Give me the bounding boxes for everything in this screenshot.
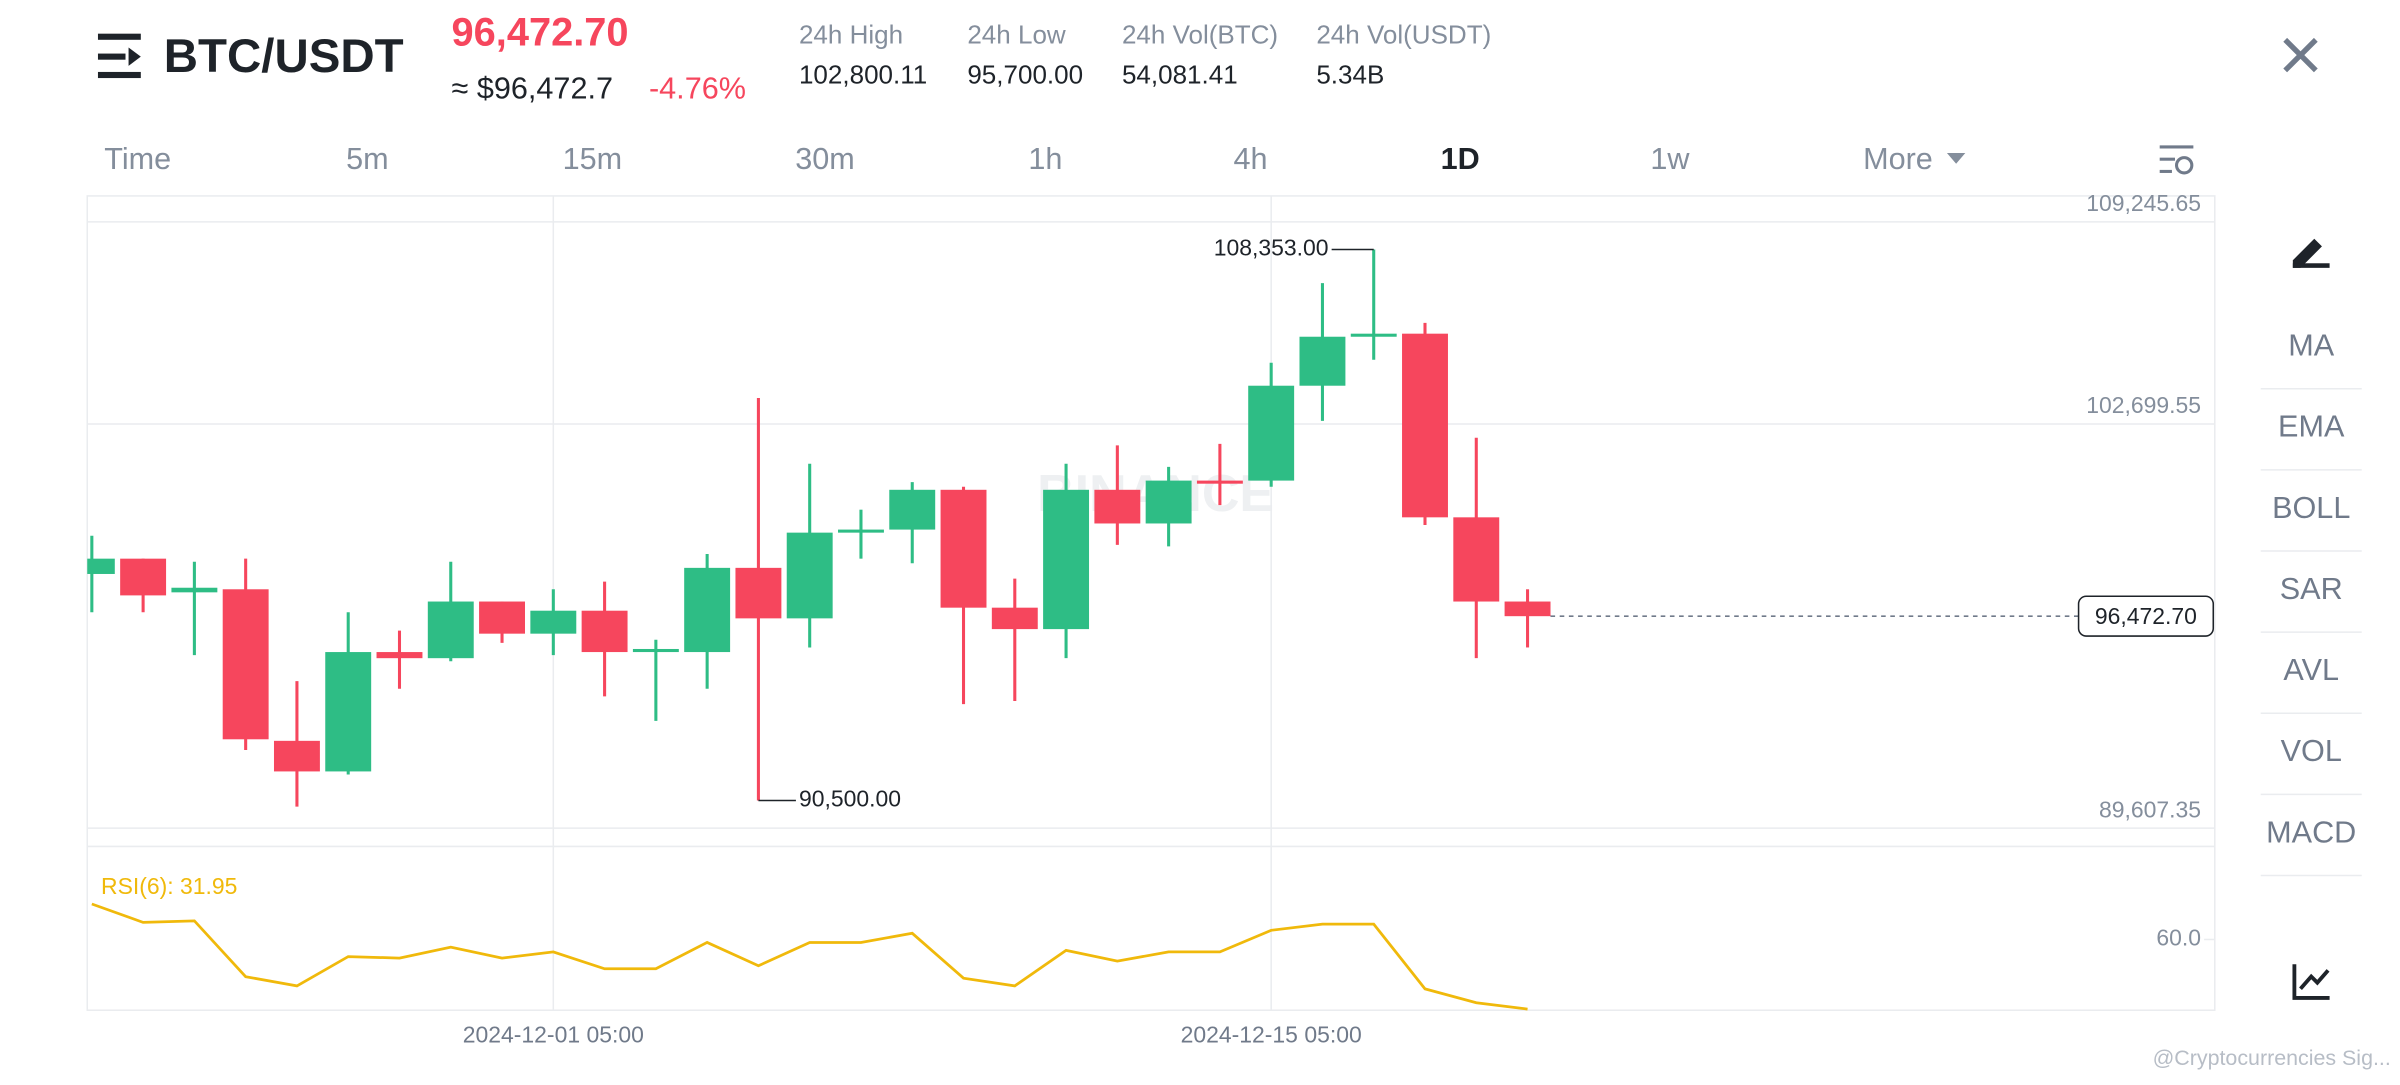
- candle-body: [530, 610, 577, 634]
- timeframe-tab[interactable]: 1h: [1028, 142, 1062, 176]
- stat-value: 95,700.00: [967, 59, 1083, 89]
- y-tick-label: 102,699.55: [2086, 392, 2201, 418]
- candle-body: [940, 489, 987, 608]
- candle-body: [273, 740, 320, 772]
- price-usd: ≈ $96,472.7: [452, 71, 613, 105]
- candle-body: [1145, 480, 1192, 524]
- y-tick-label: 89,607.35: [2099, 796, 2201, 822]
- rsi-title: RSI(6): 31.95: [101, 873, 237, 899]
- low-label: 90,500.00: [799, 786, 901, 812]
- indicator[interactable]: EMA: [2278, 410, 2345, 444]
- x-tick-label: 2024-12-01 05:00: [463, 1021, 644, 1047]
- close-icon[interactable]: [2283, 37, 2318, 73]
- rsi-tick-label: 60.0: [2156, 925, 2201, 951]
- draw-icon[interactable]: [2292, 238, 2330, 268]
- indicator[interactable]: SAR: [2280, 572, 2343, 606]
- last-price-box: [2077, 595, 2215, 637]
- settings-icon[interactable]: [2159, 145, 2194, 175]
- candle-body: [838, 529, 884, 533]
- chart-icon[interactable]: [2292, 964, 2330, 1000]
- timeframe-tab[interactable]: 4h: [1233, 142, 1267, 176]
- timeframe-tab[interactable]: More: [1863, 142, 1933, 176]
- stat-label: 24h Vol(BTC): [1122, 20, 1278, 50]
- indicator[interactable]: MACD: [2266, 815, 2356, 849]
- stat-value: 5.34B: [1316, 59, 1384, 89]
- candle-body: [1504, 601, 1551, 617]
- candle-body: [1402, 333, 1448, 518]
- timeframe-tab[interactable]: 1w: [1650, 142, 1690, 176]
- timeframe-tab[interactable]: Time: [104, 142, 171, 176]
- candle-body: [735, 567, 782, 619]
- candle-body: [1453, 517, 1500, 602]
- candle-body: [171, 587, 218, 593]
- candle-body: [1043, 489, 1090, 630]
- candle-body: [479, 601, 525, 634]
- pair: BTC/USDT: [164, 30, 404, 83]
- candle-body: [632, 648, 679, 653]
- high-label: 108,353.00: [1214, 235, 1329, 261]
- dropdown-arrow: [1946, 153, 1966, 164]
- candle-body: [991, 607, 1038, 630]
- x-tick-label: 2024-12-15 05:00: [1181, 1021, 1362, 1047]
- candle-body: [684, 567, 731, 653]
- indicator[interactable]: AVL: [2283, 653, 2339, 687]
- rsi-line: [91, 902, 1528, 1011]
- candle-body: [376, 652, 423, 659]
- candle-body: [87, 558, 115, 574]
- indicator[interactable]: BOLL: [2272, 491, 2350, 525]
- last-price-label: 96,472.70: [2095, 603, 2197, 629]
- price: 96,472.70: [452, 11, 629, 55]
- timeframe-tab[interactable]: 15m: [563, 142, 623, 176]
- candle-body: [1299, 336, 1346, 386]
- candle-body: [325, 652, 372, 772]
- change: -4.76%: [649, 71, 746, 105]
- stat-value: 54,081.41: [1122, 59, 1238, 89]
- footer: @Cryptocurrencies Sig...: [2153, 1046, 2391, 1070]
- indicator[interactable]: VOL: [2281, 734, 2342, 768]
- stat-label: 24h Vol(USDT): [1316, 20, 1491, 50]
- candle-body: [1350, 333, 1397, 337]
- candle-body: [786, 532, 833, 619]
- timeframe-tab[interactable]: 30m: [795, 142, 855, 176]
- indicator[interactable]: MA: [2288, 329, 2334, 363]
- y-tick-label: 109,245.65: [2086, 190, 2201, 216]
- menu-icon[interactable]: [97, 33, 141, 79]
- candle-body: [1248, 385, 1295, 481]
- stat-label: 24h Low: [967, 20, 1066, 50]
- timeframe-tab[interactable]: 1D: [1441, 142, 1480, 176]
- candle-body: [427, 601, 474, 659]
- candle-body: [222, 589, 269, 740]
- plot-border: [86, 195, 2216, 1011]
- candle-body: [120, 558, 167, 596]
- stat-label: 24h High: [799, 20, 903, 50]
- stat-value: 102,800.11: [799, 59, 927, 89]
- timeframe-tab[interactable]: 5m: [346, 142, 389, 176]
- candle-body: [1196, 480, 1243, 484]
- candle-body: [1094, 489, 1141, 524]
- candle-body: [889, 489, 936, 530]
- candle-body: [581, 610, 628, 653]
